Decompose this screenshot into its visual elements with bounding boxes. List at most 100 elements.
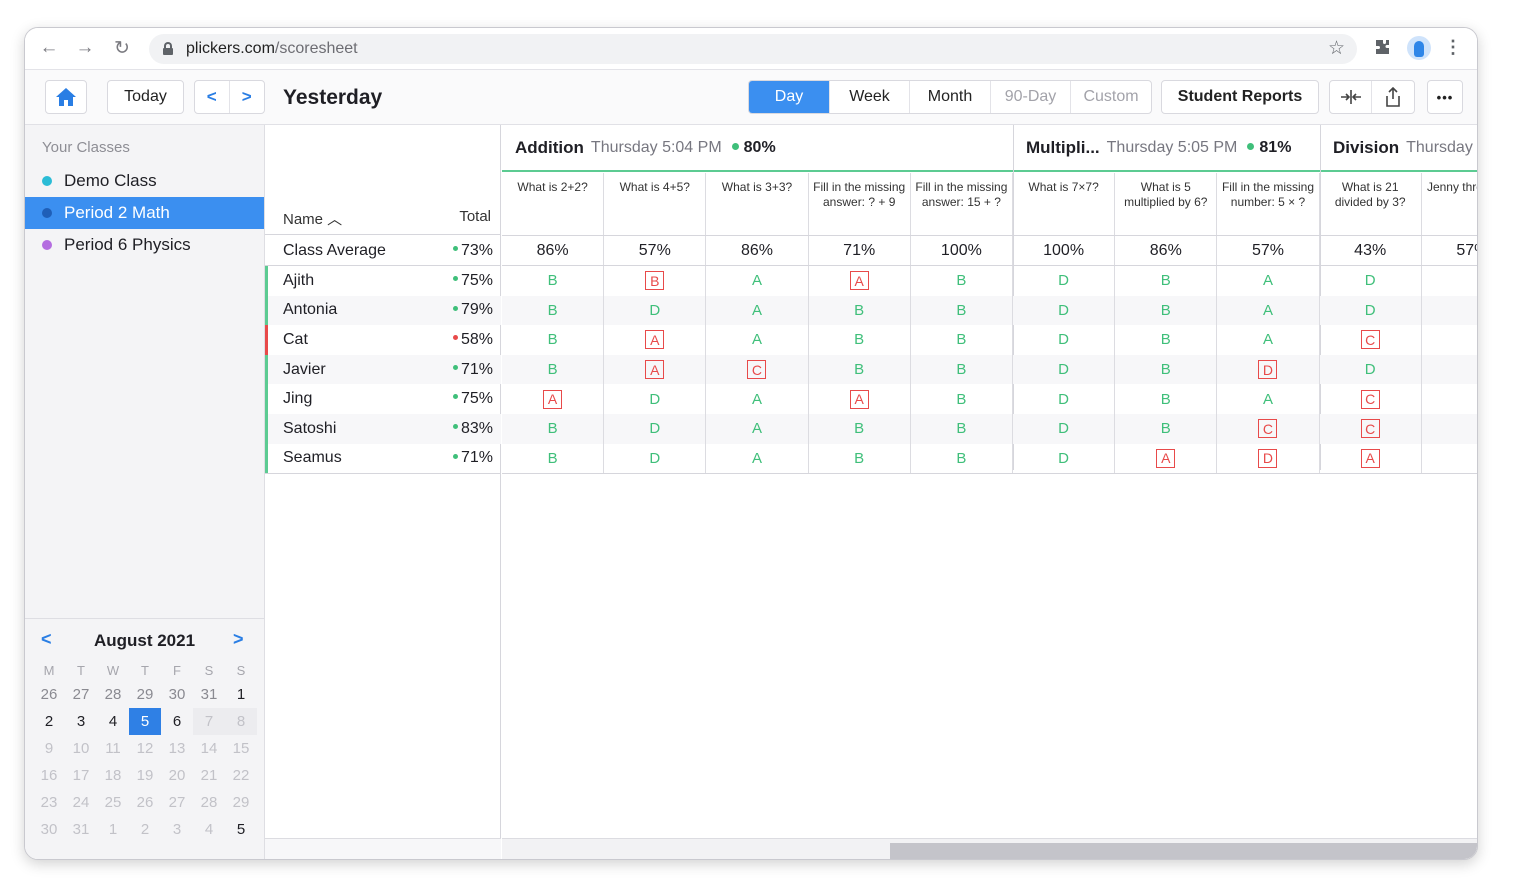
- question-header[interactable]: What is 7×7?: [1013, 173, 1116, 235]
- answer-cell[interactable]: C: [1217, 414, 1320, 444]
- answer-cell[interactable]: A: [1115, 443, 1218, 474]
- student-row[interactable]: Antonia 79%: [265, 295, 501, 326]
- answer-cell[interactable]: B: [1422, 355, 1477, 385]
- answer-cell[interactable]: B: [1115, 414, 1218, 444]
- answer-cell[interactable]: D: [1013, 384, 1116, 414]
- more-options-button[interactable]: •••: [1427, 80, 1463, 114]
- session-header[interactable]: Division Thursday 5: [1320, 125, 1477, 172]
- calendar-day[interactable]: 17: [72, 767, 90, 784]
- bookmark-star-icon[interactable]: ☆: [1327, 38, 1345, 59]
- answer-cell[interactable]: B: [809, 325, 911, 355]
- answer-cell[interactable]: B: [502, 443, 605, 474]
- answer-cell[interactable]: A: [1217, 325, 1320, 355]
- calendar-day[interactable]: 1: [236, 686, 246, 703]
- student-row[interactable]: Satoshi 83%: [265, 414, 501, 444]
- answer-cell[interactable]: B: [1115, 295, 1218, 326]
- answer-cell[interactable]: D: [1013, 443, 1116, 474]
- calendar-day[interactable]: 18: [104, 767, 122, 784]
- calendar-day[interactable]: 29: [136, 686, 154, 703]
- calendar-day[interactable]: 27: [168, 794, 186, 811]
- sidebar-item-demo-class[interactable]: Demo Class: [25, 165, 264, 197]
- answer-cell[interactable]: B: [604, 266, 707, 296]
- reload-icon[interactable]: ↻: [114, 37, 130, 59]
- answer-cell[interactable]: D: [604, 295, 707, 326]
- horizontal-scrollbar[interactable]: [502, 838, 1477, 859]
- range-90day-option[interactable]: 90-Day: [991, 81, 1071, 113]
- answer-cell[interactable]: A: [706, 266, 809, 296]
- profile-avatar[interactable]: [1407, 36, 1431, 60]
- prev-day-chevron-icon[interactable]: <: [195, 81, 230, 113]
- answer-cell[interactable]: A: [1217, 295, 1320, 326]
- range-day-option[interactable]: Day: [749, 81, 830, 113]
- total-header[interactable]: Total: [459, 208, 491, 225]
- question-header[interactable]: Fill in the missing answer: 15 + ?: [911, 173, 1013, 235]
- calendar-day[interactable]: 3: [76, 713, 86, 730]
- answer-cell[interactable]: A: [604, 354, 707, 385]
- browser-menu-icon[interactable]: ⋮: [1444, 37, 1462, 57]
- calendar-day[interactable]: 10: [72, 740, 90, 757]
- answer-cell[interactable]: B: [911, 354, 1013, 385]
- answer-cell[interactable]: B: [809, 354, 911, 385]
- home-button[interactable]: [45, 80, 87, 114]
- range-month-option[interactable]: Month: [910, 81, 991, 113]
- answer-cell[interactable]: B: [502, 414, 605, 444]
- question-header[interactable]: What is 4+5?: [604, 173, 707, 235]
- answer-cell[interactable]: A: [1422, 414, 1477, 444]
- calendar-day[interactable]: 4: [204, 821, 214, 838]
- session-header[interactable]: Multipli... Thursday 5:05 PM 81%: [1013, 125, 1320, 172]
- calendar-day[interactable]: 22: [232, 767, 250, 784]
- answer-cell[interactable]: B: [911, 295, 1013, 326]
- calendar-day[interactable]: 23: [40, 794, 58, 811]
- answer-cell[interactable]: A: [1422, 296, 1477, 326]
- answer-cell[interactable]: D: [604, 414, 707, 444]
- answer-cell[interactable]: B: [809, 443, 911, 474]
- student-row[interactable]: Cat 58%: [265, 325, 501, 355]
- answer-cell[interactable]: C: [1320, 325, 1422, 355]
- answer-cell[interactable]: B: [911, 414, 1013, 444]
- answer-cell[interactable]: B: [911, 266, 1013, 296]
- calendar-day[interactable]: 5: [129, 708, 161, 735]
- answer-cell[interactable]: B: [809, 295, 911, 326]
- answer-cell[interactable]: D: [1217, 354, 1320, 385]
- sidebar-item-period-2-math[interactable]: Period 2 Math: [25, 197, 264, 229]
- next-month-chevron-icon[interactable]: >: [233, 629, 244, 649]
- answer-cell[interactable]: A: [1422, 266, 1477, 296]
- calendar-day[interactable]: 31: [200, 686, 218, 703]
- answer-cell[interactable]: A: [809, 266, 911, 296]
- calendar-day[interactable]: 3: [172, 821, 182, 838]
- answer-cell[interactable]: B: [911, 443, 1013, 474]
- back-arrow-icon[interactable]: ←: [39, 37, 59, 58]
- question-header[interactable]: Fill in the missing answer: ? + 9: [809, 173, 911, 235]
- answer-cell[interactable]: A: [502, 384, 605, 414]
- extensions-puzzle-icon[interactable]: [1371, 36, 1395, 60]
- answer-cell[interactable]: D: [1217, 443, 1320, 474]
- question-header[interactable]: What is 3+3?: [706, 173, 809, 235]
- calendar-day[interactable]: 21: [200, 767, 218, 784]
- answer-cell[interactable]: D: [1013, 295, 1116, 326]
- answer-cell[interactable]: A: [706, 384, 809, 414]
- answer-cell[interactable]: A: [1217, 266, 1320, 296]
- answer-cell[interactable]: D: [604, 384, 707, 414]
- student-row[interactable]: Ajith 75%: [265, 266, 501, 296]
- calendar-day[interactable]: 19: [136, 767, 154, 784]
- calendar-day[interactable]: 20: [168, 767, 186, 784]
- answer-cell[interactable]: B: [502, 354, 605, 385]
- answer-cell[interactable]: D: [1320, 266, 1422, 296]
- answer-cell[interactable]: D: [1422, 325, 1477, 355]
- calendar-day[interactable]: 11: [105, 740, 121, 757]
- answer-cell[interactable]: D: [604, 443, 707, 474]
- calendar-day[interactable]: 16: [40, 767, 58, 784]
- session-header[interactable]: Addition Thursday 5:04 PM 80%: [502, 125, 1013, 172]
- answer-cell[interactable]: B: [1115, 354, 1218, 385]
- answer-cell[interactable]: B: [1115, 325, 1218, 355]
- forward-arrow-icon[interactable]: →: [75, 37, 95, 58]
- answer-cell[interactable]: D: [1013, 325, 1116, 355]
- question-header[interactable]: What is 2+2?: [502, 173, 605, 235]
- calendar-day[interactable]: 14: [200, 740, 218, 757]
- calendar-day[interactable]: 2: [140, 821, 150, 838]
- address-bar[interactable]: plickers.com/scoresheet ☆: [149, 34, 1357, 64]
- answer-cell[interactable]: A: [1320, 443, 1422, 474]
- scrollbar-thumb[interactable]: [890, 843, 1477, 859]
- question-header[interactable]: Fill in the missing number: 5 × ?: [1217, 173, 1320, 235]
- question-header[interactable]: Jenny three fr Her app: [1422, 173, 1477, 235]
